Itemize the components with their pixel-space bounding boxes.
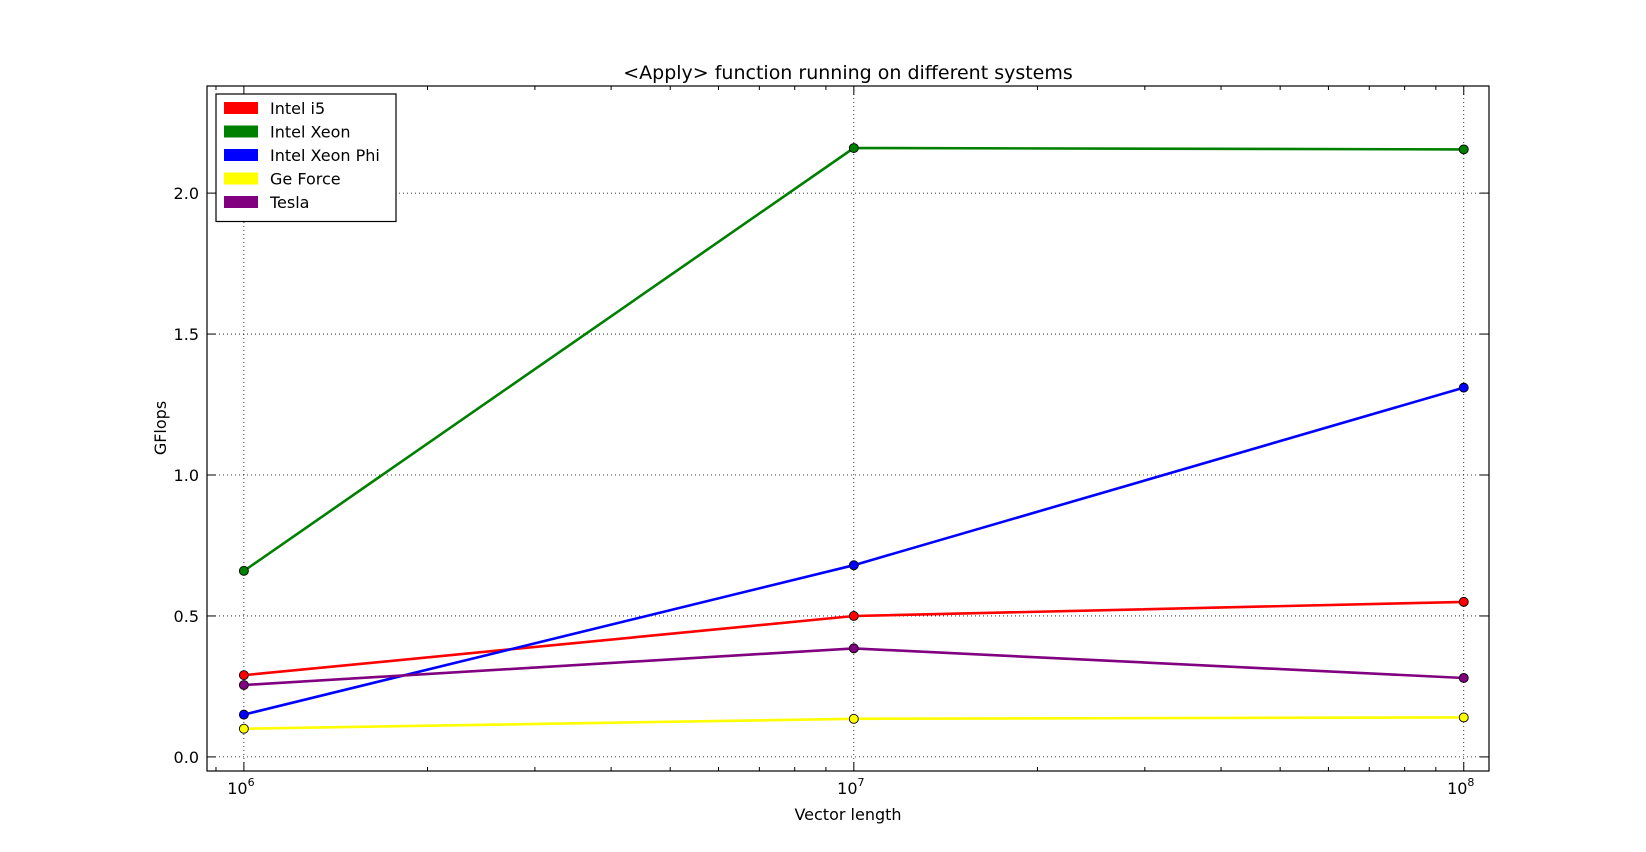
x-axis-label: Vector length [794,805,901,824]
data-point [1458,673,1469,683]
legend: Intel i5 Intel Xeon Intel Xeon Phi Ge Force… [215,93,397,223]
y-tick-label: 0.5 [174,607,199,626]
series-tesla [238,643,1469,690]
y-tick-label: 1.0 [174,466,199,485]
data-point [1458,712,1469,723]
data-point [1458,382,1469,393]
data-point [848,643,859,654]
x-tick-base: 10 [837,779,857,798]
x-tick-label: 108 [1447,776,1474,798]
legend-label: Intel Xeon [270,123,351,142]
data-point [1458,596,1469,607]
y-tick-label: 2.0 [174,184,199,203]
series-ge-force [238,712,1469,734]
series-line [243,146,1464,572]
legend-swatch [224,149,258,161]
x-tick-exponent: 7 [858,776,865,789]
data-point [238,670,249,681]
legend-swatch [224,125,258,138]
legend-label: Tesla [269,193,309,212]
legend-swatch [224,196,258,208]
data-point [238,723,249,734]
x-tick-exponent: 8 [1467,776,1474,789]
x-tick-label: 106 [227,776,254,798]
data-point [238,565,249,576]
legend-label: Intel Xeon Phi [270,146,380,165]
x-tick-label: 107 [837,776,864,798]
legend-swatch [224,172,258,185]
x-tick-exponent: 6 [248,776,255,789]
y-tick-label: 1.5 [174,325,199,344]
legend-label: Intel i5 [270,99,325,118]
data-point [848,143,859,153]
x-tick-base: 10 [1447,779,1467,798]
x-tick-base: 10 [227,779,247,798]
y-axis-label: GFlops [151,401,170,455]
plot-frame [206,85,1490,772]
legend-swatch [224,102,258,114]
series-line [243,386,1465,716]
series-intel-xeon [238,143,1469,576]
series-intel-i5 [238,596,1469,681]
data-point [848,611,859,621]
data-point [1458,144,1469,155]
data-point [848,713,859,724]
chart-title: <Apply> function running on different sy… [623,62,1073,84]
y-tick-label: 0.0 [174,748,199,767]
series-intel-xeon-phi [238,382,1469,720]
data-point [238,709,249,720]
data-point [238,680,249,690]
legend-label: Ge Force [270,170,341,189]
data-point [848,560,859,571]
